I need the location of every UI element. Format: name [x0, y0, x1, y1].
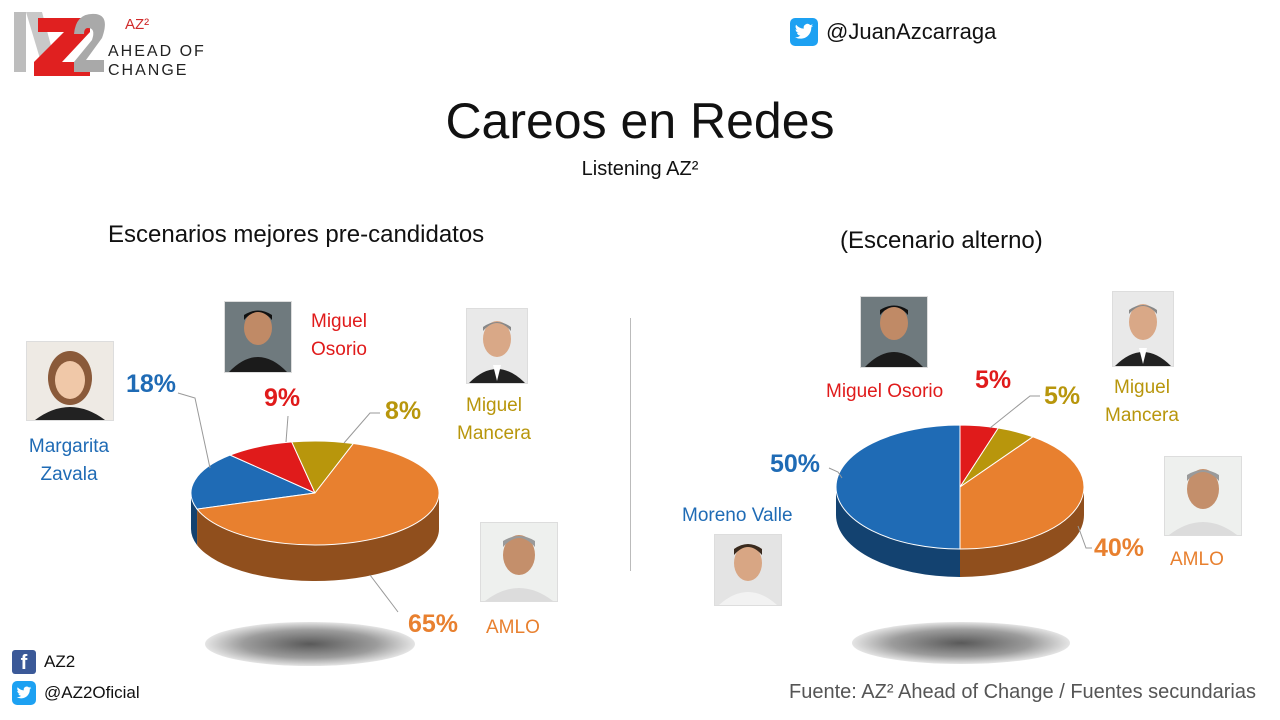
twitter-footer-link[interactable]: @AZ2Oficial — [12, 681, 140, 705]
pct-mancera-left: 8% — [385, 397, 422, 425]
mancera-photo-left — [466, 308, 528, 384]
pct-mancera-right: 5% — [1044, 382, 1081, 410]
moreno-photo — [714, 534, 782, 606]
right-chart-title: (Escenario alterno) — [840, 227, 1043, 254]
label-osorio-right: Miguel Osorio — [826, 381, 944, 402]
brand-text: AHEAD OF CHANGE — [108, 42, 206, 80]
leader-amlo-right — [1077, 525, 1092, 549]
left-pie-chart — [190, 440, 440, 581]
left-chart-title: Escenarios mejores pre-candidatos — [108, 221, 485, 248]
label-osorio-left-line2: Osorio — [311, 339, 367, 360]
label-mancera-right: Miguel Mancera — [1092, 374, 1192, 430]
pct-osorio-right: 5% — [975, 366, 1012, 394]
amlo-photo-left — [480, 522, 558, 602]
pct-moreno: 50% — [770, 450, 821, 478]
pct-zavala: 18% — [126, 370, 177, 398]
label-mancera-left-line2: Mancera — [457, 423, 531, 444]
logo-a-stroke-left — [14, 12, 26, 72]
facebook-handle: AZ2 — [44, 652, 76, 671]
logo-2 — [74, 13, 105, 72]
label-amlo-right: AMLO — [1170, 549, 1224, 570]
pct-amlo-right: 40% — [1094, 534, 1145, 562]
left-side-margarita-zavala — [191, 493, 198, 546]
page-subtitle: Listening AZ² — [581, 158, 699, 180]
brand-line-2: CHANGE — [108, 62, 189, 79]
zavala-photo — [26, 341, 114, 421]
right-pie-chart — [835, 424, 1085, 577]
twitter-icon — [790, 18, 818, 46]
leader-zavala — [177, 392, 211, 469]
twitter-footer-handle: @AZ2Oficial — [44, 683, 140, 702]
left-slice-amlo — [196, 443, 440, 546]
twitter-handle: @JuanAzcarraga — [826, 19, 997, 44]
label-moreno: Moreno Valle — [682, 505, 793, 526]
page-title: Careos en Redes — [445, 93, 835, 149]
label-zavala: Margarita Zavala — [14, 433, 124, 489]
facebook-link[interactable]: f AZ2 — [12, 650, 75, 674]
brand-line-1: AHEAD OF — [108, 43, 206, 60]
right-slice-moreno-valle — [835, 424, 961, 550]
osorio-photo-right — [860, 296, 928, 368]
leader-moreno — [828, 467, 843, 479]
twitter-header[interactable]: @JuanAzcarraga — [790, 18, 996, 46]
label-amlo-left: AMLO — [486, 617, 540, 638]
leader-amlo-left — [369, 574, 399, 613]
twitter-footer-icon — [12, 681, 36, 705]
label-osorio-left-line1: Miguel — [311, 311, 367, 332]
label-osorio-left: Miguel Osorio — [296, 308, 382, 364]
left-side-amlo — [197, 493, 439, 581]
label-mancera-right-line1: Miguel — [1114, 377, 1170, 398]
leader-osorio-left — [285, 415, 289, 443]
brand-tag: AZ² — [125, 16, 150, 33]
label-zavala-line2: Zavala — [40, 464, 98, 485]
label-mancera-left-line1: Miguel — [466, 395, 522, 416]
leader-mancera-right — [989, 395, 1040, 429]
label-zavala-line1: Margarita — [28, 436, 110, 457]
label-mancera-left: Miguel Mancera — [444, 392, 544, 448]
leader-mancera-left — [343, 412, 380, 444]
label-mancera-right-line2: Mancera — [1105, 405, 1179, 426]
facebook-icon: f — [12, 650, 36, 674]
mancera-photo-right — [1112, 291, 1174, 367]
right-slice-amlo — [959, 436, 1085, 550]
right-side-amlo — [960, 487, 1084, 577]
pct-osorio-left: 9% — [264, 384, 301, 412]
left-slice-margarita-zavala — [190, 454, 317, 510]
amlo-photo-right — [1164, 456, 1242, 536]
right-pie-shadow — [852, 622, 1070, 664]
left-pie-shadow — [205, 622, 415, 666]
az2-logo — [14, 12, 105, 76]
osorio-photo-left — [224, 301, 292, 373]
pct-amlo-left: 65% — [408, 610, 459, 638]
divider — [630, 318, 631, 571]
right-side-moreno-valle — [836, 487, 960, 577]
source-note: Fuente: AZ² Ahead of Change / Fuentes se… — [789, 681, 1256, 703]
